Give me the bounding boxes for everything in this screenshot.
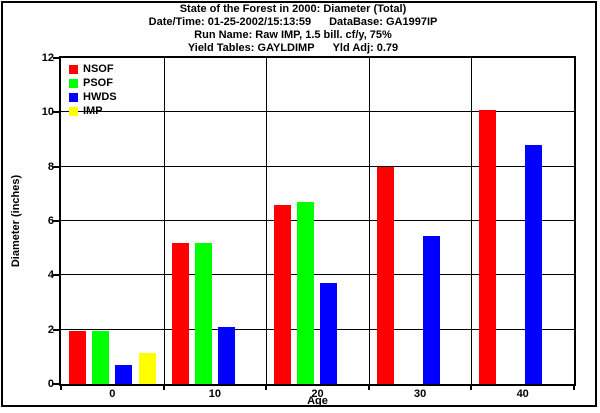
bar-nsof-age-40 [479,109,497,384]
legend-swatch-nsof [69,64,78,74]
legend-swatch-psof [69,78,78,88]
legend-item-nsof: NSOF [69,62,117,76]
gridline-h-4 [61,274,574,276]
bar-psof-age-20 [297,201,315,384]
x-tick-4 [470,384,473,390]
x-tick-label-40: 40 [516,388,529,400]
x-axis-title: Age [307,395,328,407]
legend-item-imp: IMP [69,104,117,118]
y-tick-10 [53,111,59,114]
legend-label-psof: PSOF [83,76,113,89]
y-tick-4 [53,274,59,277]
datetime-label: Date/Time: 01-25-2002/15:13:59 [148,16,312,28]
legend: NSOF PSOF HWDS IMP [69,62,117,118]
gridline-v-2 [266,58,268,384]
gridline-v-4 [471,58,473,384]
plot-area: NSOF PSOF HWDS IMP [59,56,576,386]
bar-hwds-age-0 [115,364,132,384]
bar-nsof-age-10 [171,242,189,384]
x-tick-1 [162,384,165,390]
legend-swatch-hwds [69,92,78,102]
y-tick-6 [53,220,59,222]
run-name-label: Run Name: Raw IMP, 1.5 bill. cf/y, 75% [194,29,392,41]
legend-swatch-imp [69,106,78,116]
bar-hwds-age-30 [422,235,440,384]
bar-nsof-age-30 [376,166,394,384]
x-tick-3 [367,384,370,390]
gridline-h-2 [61,328,574,330]
y-tick-label-8: 8 [47,160,54,173]
y-tick-label-4: 4 [47,269,54,282]
database-label: DataBase: GA1997IP [329,16,438,28]
x-tick-label-10: 10 [208,388,222,400]
legend-label-imp: IMP [83,104,103,117]
report-header: State of the Forest in 2000: Diameter (T… [8,3,578,55]
bar-psof-age-10 [194,242,212,384]
bar-hwds-age-10 [217,326,235,384]
x-tick-label-20: 20 [311,388,324,400]
x-tick-label-30: 30 [413,388,427,400]
yield-tables-label: Yield Tables: GAYLDIMP [187,42,315,54]
header-line-4: Yield Tables: GAYLDIMP Yld Adj: 0.79 [8,42,578,55]
yld-adj-label: Yld Adj: 0.79 [332,42,399,54]
bar-nsof-age-20 [274,204,292,384]
header-line-2: Date/Time: 01-25-2002/15:13:59 DataBase: … [8,16,578,29]
page-border [1,1,597,407]
y-tick-12 [53,57,59,59]
bar-psof-age-0 [92,331,109,384]
y-tick-label-12: 12 [41,52,54,64]
x-tick-5 [573,384,575,390]
y-tick-2 [53,328,59,331]
legend-label-hwds: HWDS [83,90,117,103]
y-tick-label-2: 2 [47,323,54,336]
y-axis-title: Diameter (inches) [10,174,22,268]
bar-hwds-age-40 [525,144,543,384]
gridline-v-1 [163,58,165,384]
y-tick-0 [53,383,59,385]
x-tick-label-0: 0 [109,388,116,400]
bar-nsof-age-0 [69,331,86,384]
y-tick-label-6: 6 [47,215,54,227]
y-tick-label-10: 10 [41,106,54,119]
legend-label-nsof: NSOF [83,62,114,75]
y-tick-8 [53,165,59,168]
bar-hwds-age-20 [320,283,338,384]
x-tick-2 [265,384,268,390]
gridline-v-3 [368,58,370,384]
gridline-h-6 [61,220,574,221]
gridline-h-8 [61,165,574,167]
legend-item-hwds: HWDS [69,90,117,104]
bar-imp-age-0 [139,352,156,384]
y-tick-label-0: 0 [47,378,54,390]
gridline-h-10 [61,111,574,113]
chart-title: State of the Forest in 2000: Diameter (T… [179,3,407,15]
x-tick-0 [60,384,62,390]
legend-item-psof: PSOF [69,76,117,90]
